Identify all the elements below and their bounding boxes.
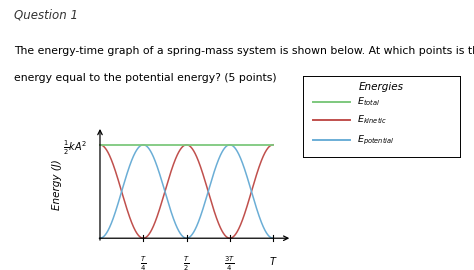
Text: Question 1: Question 1 [14,8,78,21]
Text: $E_{total}$: $E_{total}$ [356,95,380,108]
Text: energy equal to the potential energy? (5 points): energy equal to the potential energy? (5… [14,73,277,83]
Text: The energy-time graph of a spring-mass system is shown below. At which points is: The energy-time graph of a spring-mass s… [14,46,474,56]
Text: Energies: Energies [359,82,404,92]
Text: $E_{potential}$: $E_{potential}$ [356,134,394,147]
Text: $E_{kinetic}$: $E_{kinetic}$ [356,114,387,126]
Y-axis label: Energy (J): Energy (J) [52,160,62,210]
